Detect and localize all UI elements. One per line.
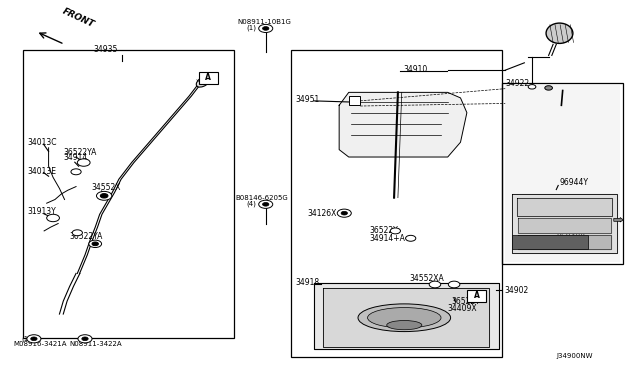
- Circle shape: [528, 84, 536, 89]
- Text: (1): (1): [77, 336, 87, 342]
- Text: 34935: 34935: [94, 45, 118, 54]
- Circle shape: [72, 230, 83, 236]
- Circle shape: [341, 211, 348, 215]
- Text: FRONT: FRONT: [61, 7, 96, 29]
- Ellipse shape: [196, 76, 211, 87]
- Circle shape: [259, 200, 273, 208]
- Text: 96940Y: 96940Y: [556, 233, 586, 242]
- Circle shape: [337, 209, 351, 217]
- Text: 36522YA: 36522YA: [63, 148, 97, 157]
- Text: 31913Y: 31913Y: [28, 207, 56, 216]
- Bar: [23, 50, 234, 338]
- Text: 36522Y: 36522Y: [451, 296, 479, 306]
- Bar: [291, 50, 502, 356]
- Bar: [349, 96, 360, 105]
- Circle shape: [77, 159, 90, 166]
- Circle shape: [390, 228, 401, 234]
- FancyArrow shape: [614, 218, 623, 222]
- FancyBboxPatch shape: [198, 72, 218, 84]
- Text: 34552XA: 34552XA: [410, 275, 444, 283]
- Circle shape: [259, 25, 273, 32]
- Polygon shape: [518, 218, 611, 233]
- Text: 34126X: 34126X: [307, 209, 337, 218]
- Circle shape: [89, 240, 102, 247]
- Text: 34951: 34951: [296, 95, 320, 104]
- Text: 34552X: 34552X: [92, 183, 121, 192]
- Text: A: A: [474, 291, 479, 301]
- Text: 36522Y: 36522Y: [370, 226, 399, 235]
- Text: 96944Y: 96944Y: [559, 179, 588, 187]
- Polygon shape: [516, 198, 612, 216]
- Text: 36522YA: 36522YA: [70, 232, 103, 241]
- Ellipse shape: [367, 308, 441, 328]
- Text: M08916-3421A: M08916-3421A: [13, 341, 67, 347]
- Circle shape: [429, 281, 441, 288]
- Circle shape: [97, 191, 112, 200]
- Circle shape: [71, 169, 81, 175]
- Circle shape: [92, 242, 99, 246]
- Text: 34910: 34910: [403, 65, 428, 74]
- Bar: [511, 235, 588, 248]
- Circle shape: [100, 193, 108, 198]
- Text: 34918: 34918: [296, 278, 320, 287]
- Circle shape: [78, 335, 92, 343]
- Polygon shape: [323, 288, 489, 347]
- Text: 34922: 34922: [505, 79, 529, 89]
- Circle shape: [545, 86, 552, 90]
- Circle shape: [31, 337, 37, 341]
- Polygon shape: [511, 194, 617, 253]
- Circle shape: [449, 281, 460, 288]
- Text: N08911-3422A: N08911-3422A: [70, 341, 122, 347]
- Ellipse shape: [387, 321, 422, 330]
- Text: J34900NW: J34900NW: [556, 353, 593, 359]
- Text: N08911-10B1G: N08911-10B1G: [237, 19, 291, 25]
- Text: B08146-6205G: B08146-6205G: [236, 195, 289, 201]
- Text: 34914+A: 34914+A: [370, 234, 406, 243]
- Polygon shape: [339, 92, 467, 157]
- Circle shape: [27, 335, 41, 343]
- Text: 34902: 34902: [504, 286, 528, 295]
- Text: 34013C: 34013C: [28, 138, 57, 147]
- Text: 34409X: 34409X: [448, 304, 477, 313]
- FancyBboxPatch shape: [467, 290, 486, 302]
- Text: (1): (1): [246, 25, 257, 31]
- Ellipse shape: [358, 304, 451, 331]
- Circle shape: [262, 202, 269, 206]
- Circle shape: [47, 214, 60, 222]
- Bar: [502, 83, 623, 264]
- Text: A: A: [205, 73, 211, 83]
- Polygon shape: [314, 283, 499, 349]
- Circle shape: [262, 26, 269, 30]
- Text: 34914: 34914: [63, 153, 88, 162]
- Circle shape: [82, 337, 88, 341]
- Ellipse shape: [546, 23, 573, 44]
- Text: (4): (4): [246, 201, 257, 207]
- Circle shape: [406, 235, 416, 241]
- Text: 34013E: 34013E: [28, 167, 56, 176]
- Polygon shape: [518, 235, 611, 249]
- Bar: [505, 85, 620, 262]
- Text: (1): (1): [21, 336, 31, 342]
